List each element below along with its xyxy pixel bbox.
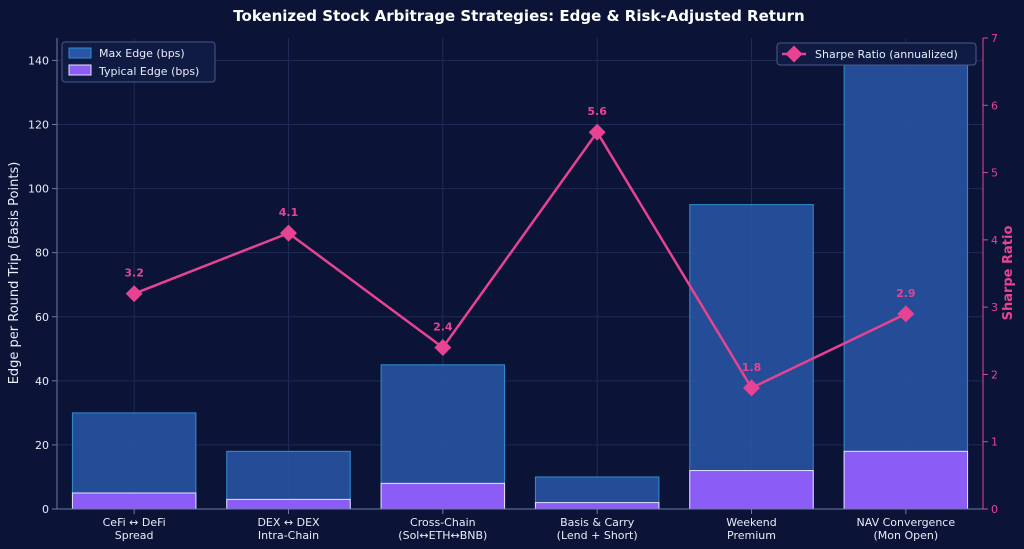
sharpe-line xyxy=(133,129,907,390)
sharpe-data-label: 5.6 xyxy=(587,105,607,118)
x-tick-label: DEX ↔ DEX Intra-Chain xyxy=(257,516,320,542)
sharpe-data-label: 2.9 xyxy=(896,287,916,300)
y-tick-label: 0 xyxy=(42,503,49,516)
x-tick-label: CeFi ↔ DeFi Spread xyxy=(103,516,166,542)
x-tick-label: Basis & Carry (Lend + Short) xyxy=(557,516,638,542)
axes: 0 20 40 60 80 100 120 140 0 1 2 3 4 5 6 7 CeFi ↔ DeFi Spr… xyxy=(28,32,998,542)
bars xyxy=(71,59,969,510)
bar-typical-edge xyxy=(380,482,506,510)
sharpe-line-layer: 3.2 4.1 2.4 5.6 1.8 2.9 xyxy=(124,105,916,397)
y2-tick-label: 1 xyxy=(991,436,998,449)
y-tick-label: 80 xyxy=(35,247,49,260)
sharpe-point xyxy=(897,305,915,323)
bar-max-edge xyxy=(843,59,969,510)
legend-right: Sharpe Ratio (annualized) xyxy=(776,42,977,66)
y2-tick-label: 0 xyxy=(991,503,998,516)
y-axis-label: Edge per Round Trip (Basis Points) xyxy=(7,162,22,385)
bar-max-edge xyxy=(689,204,814,510)
legend-left-box xyxy=(61,41,216,83)
y2-tick-label: 2 xyxy=(991,368,998,381)
legend-label-max-edge: Max Edge (bps) xyxy=(99,47,185,60)
bar-typical-edge xyxy=(843,450,969,510)
y-tick-label: 40 xyxy=(35,375,49,388)
y2-tick-label: 7 xyxy=(991,32,998,45)
y-tick-label: 20 xyxy=(35,439,49,452)
legend-swatch-max-edge xyxy=(68,47,92,59)
legend-left: Max Edge (bps) Typical Edge (bps) xyxy=(61,41,216,83)
legend-label-sharpe: Sharpe Ratio (annualized) xyxy=(815,48,958,61)
bar-typical-edge xyxy=(71,492,197,510)
sharpe-data-label: 3.2 xyxy=(124,267,144,280)
y-tick-label: 60 xyxy=(35,311,49,324)
sharpe-point xyxy=(125,285,143,303)
legend-marker-sharpe xyxy=(785,45,803,63)
sharpe-point xyxy=(743,379,760,397)
y2-tick-label: 4 xyxy=(991,234,998,247)
legend-swatch-typical-edge xyxy=(68,64,92,76)
y2-tick-label: 3 xyxy=(991,301,998,314)
x-tick-label: NAV Convergence (Mon Open) xyxy=(857,516,956,542)
y2-tick-label: 5 xyxy=(991,167,998,180)
y-tick-label: 140 xyxy=(28,54,49,67)
y2-axis-label: Sharpe Ratio xyxy=(1001,226,1016,321)
sharpe-data-label: 2.4 xyxy=(433,321,453,334)
legend-label-typical-edge: Typical Edge (bps) xyxy=(98,65,199,78)
bar-typical-edge xyxy=(534,502,660,510)
legend-right-box xyxy=(776,42,977,66)
x-tick-label: Cross-Chain (Sol↔ETH↔BNB) xyxy=(398,516,487,542)
sharpe-point xyxy=(434,339,452,356)
y-tick-label: 120 xyxy=(28,119,49,132)
x-tick-label: Weekend Premium xyxy=(726,516,776,542)
chart-title: Tokenized Stock Arbitrage Strategies: Ed… xyxy=(233,7,804,25)
bar-typical-edge xyxy=(226,498,351,510)
sharpe-point xyxy=(280,224,297,242)
y2-tick-label: 6 xyxy=(991,99,998,112)
sharpe-data-label: 1.8 xyxy=(742,361,762,374)
y-tick-label: 100 xyxy=(28,183,49,196)
bar-typical-edge xyxy=(689,470,814,510)
sharpe-point xyxy=(588,123,606,141)
sharpe-data-label: 4.1 xyxy=(279,206,299,219)
